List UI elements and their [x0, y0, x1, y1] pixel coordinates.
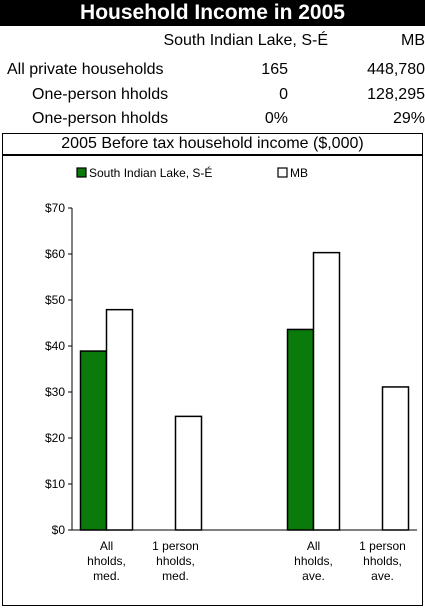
x-tick-label: All: [100, 539, 113, 553]
stats-row-households: All private households 165 448,780: [0, 58, 425, 81]
y-tick-label: $40: [45, 339, 65, 353]
row-value-local: 0: [279, 86, 288, 103]
row-label: All private households: [7, 61, 164, 78]
x-tick-label: med.: [162, 569, 189, 583]
x-tick-label: 1 person: [152, 539, 199, 553]
bar-mb: [174, 415, 203, 531]
y-tick-label: $30: [45, 385, 65, 399]
row-label: One-person hholds: [32, 110, 169, 127]
bar-mb: [312, 251, 341, 531]
chart-subtitle: 2005 Before tax household income ($,000): [2, 133, 423, 155]
page-title: Household Income in 2005: [0, 0, 425, 26]
legend-label: MB: [290, 166, 308, 180]
x-tick-label: med.: [93, 569, 120, 583]
y-tick-label: $10: [45, 477, 65, 491]
row-value-province: 29%: [392, 110, 425, 127]
y-tick-label: $70: [45, 201, 65, 215]
x-tick-label: hholds,: [363, 554, 402, 568]
x-tick-label: hholds,: [294, 554, 333, 568]
x-tick-label: 1 person: [359, 539, 406, 553]
row-value-province: 448,780: [367, 61, 425, 78]
stats-row-one-person-count: One-person hholds 0 128,295: [0, 83, 425, 106]
y-tick-label: $60: [45, 247, 65, 261]
bar-mb: [381, 386, 410, 531]
x-tick-label: ave.: [302, 569, 325, 583]
column-header-local: South Indian Lake, S-É: [163, 32, 328, 49]
stats-row-one-person-share: One-person hholds 0% 29%: [0, 107, 425, 130]
x-tick-label: All: [307, 539, 320, 553]
row-value-province: 128,295: [367, 86, 425, 103]
row-value-local: 165: [261, 61, 288, 78]
bar-south-indian-lake: [286, 328, 315, 531]
row-label: One-person hholds: [32, 86, 169, 103]
chart-frame: $0 $10 $20 $30 $40 $50 $60 $70 All hholds, med. 1 p…: [2, 155, 423, 606]
y-tick-label: $0: [52, 523, 66, 537]
bar-mb: [105, 308, 134, 531]
y-tick-label: $50: [45, 293, 65, 307]
y-tick-label: $20: [45, 431, 65, 445]
stats-header-row: South Indian Lake, S-É MB: [0, 29, 425, 52]
bar-south-indian-lake: [79, 350, 108, 531]
x-tick-label: ave.: [371, 569, 394, 583]
column-header-province: MB: [401, 32, 425, 49]
row-value-local: 0%: [264, 110, 288, 127]
legend-swatch: [277, 167, 288, 178]
x-tick-label: hholds,: [156, 554, 195, 568]
x-tick-label: hholds,: [87, 554, 126, 568]
legend-label: South Indian Lake, S-É: [89, 165, 212, 180]
legend-swatch: [76, 167, 87, 178]
